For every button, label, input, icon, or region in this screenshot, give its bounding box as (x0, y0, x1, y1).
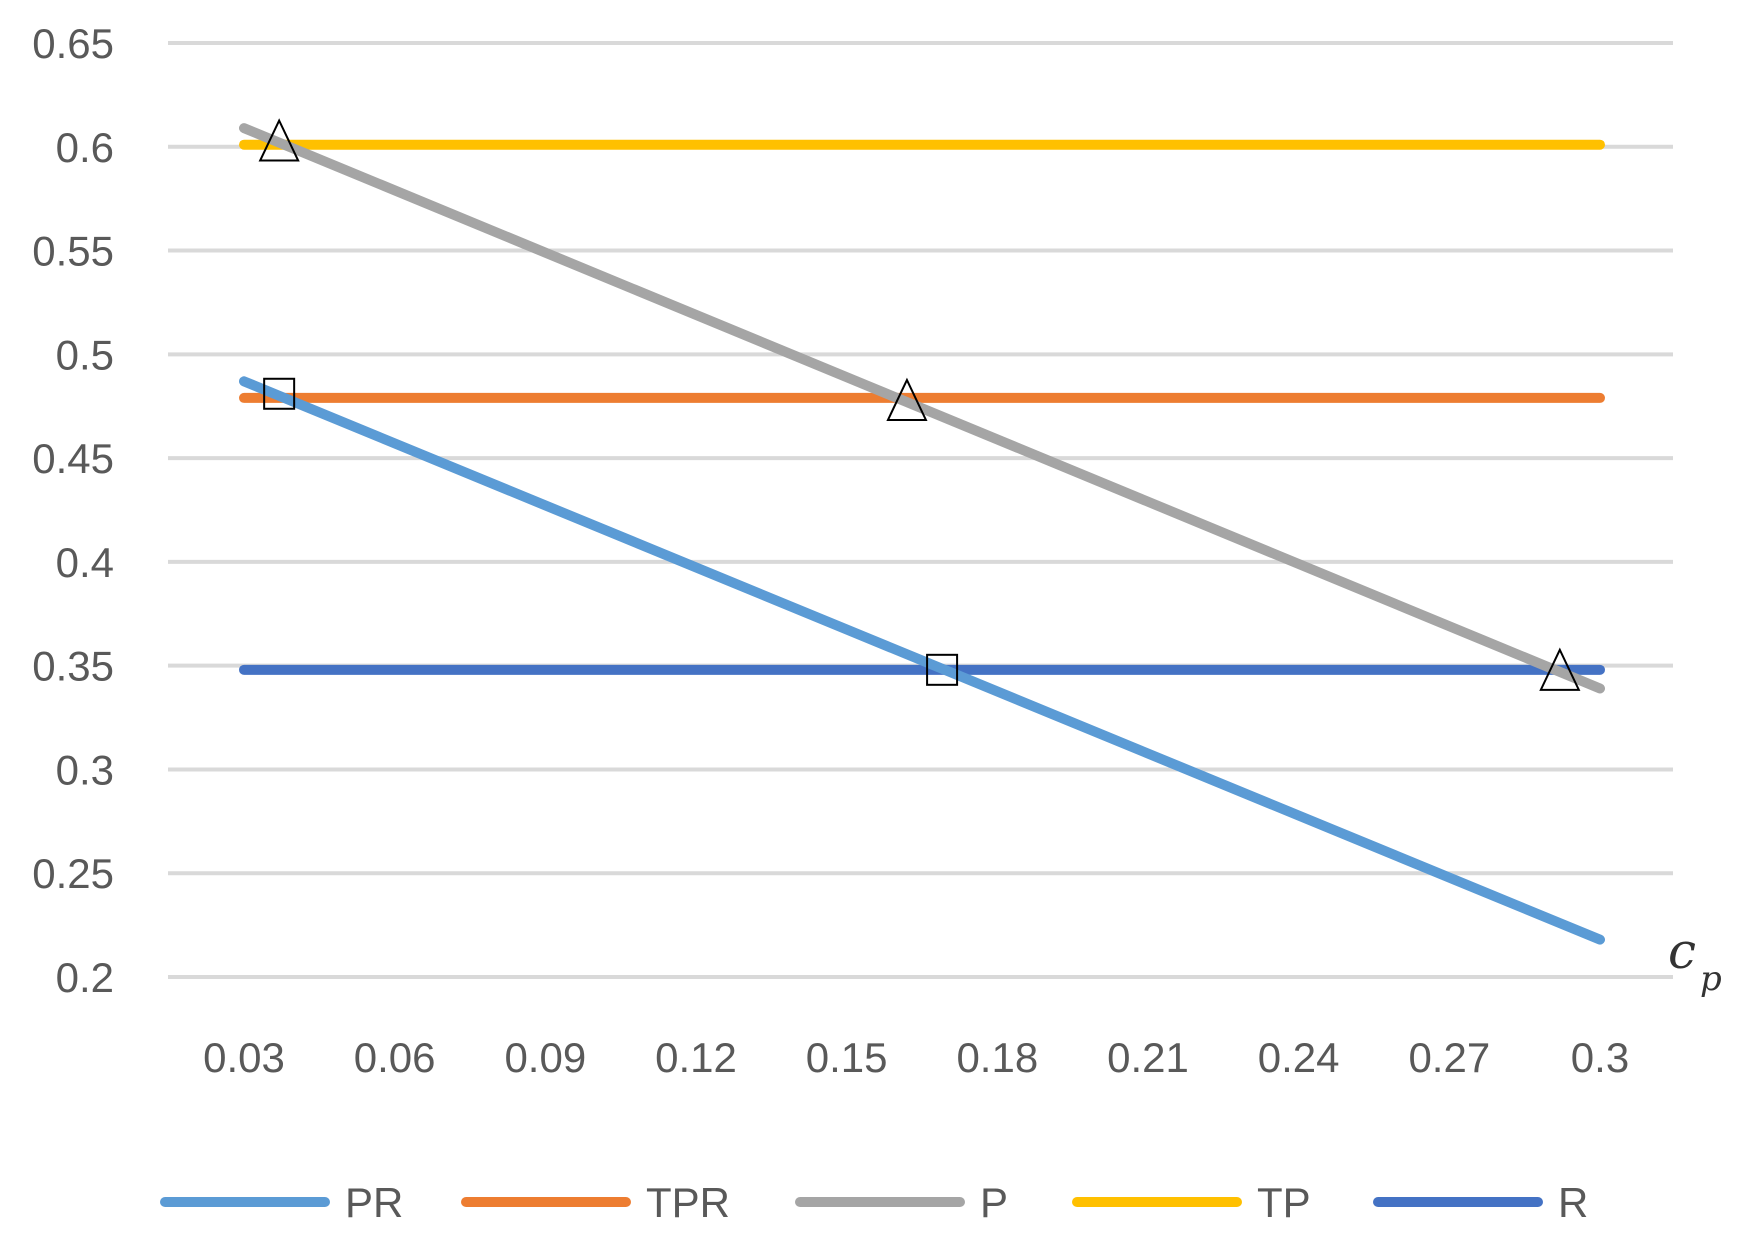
legend-label: TP (1257, 1179, 1311, 1226)
x-axis-symbol: c (1668, 922, 1696, 980)
y-tick-label: 0.35 (32, 643, 114, 690)
gridlines (168, 41, 1673, 979)
x-tick-label: 0.24 (1258, 1034, 1340, 1081)
y-tick-label: 0.45 (32, 435, 114, 482)
x-tick-label: 0.06 (354, 1034, 436, 1081)
y-tick-label: 0.6 (56, 124, 114, 171)
x-tick-label: 0.18 (956, 1034, 1038, 1081)
x-tick-label: 0.21 (1107, 1034, 1189, 1081)
square-marker (263, 377, 296, 410)
x-axis-label: c p (1668, 922, 1722, 999)
triangle-marker (886, 377, 928, 421)
x-axis-symbol-subscript: p (1700, 959, 1722, 999)
y-tick-label: 0.2 (56, 954, 114, 1001)
legend-label: P (980, 1179, 1008, 1226)
y-tick-label: 0.25 (32, 850, 114, 897)
point-markers (258, 118, 1581, 691)
series-line-p (239, 123, 1605, 694)
series-lines (239, 123, 1605, 945)
x-axis-tick-labels: 0.03 0.06 0.09 0.12 0.15 0.18 0.21 0.24 0.27 0.3 (203, 1034, 1629, 1081)
legend-item-r: R (1373, 1179, 1588, 1226)
y-tick-label: 0.5 (56, 331, 114, 378)
x-tick-label: 0.15 (806, 1034, 888, 1081)
legend-item-pr: PR (160, 1179, 403, 1226)
legend-item-p: P (795, 1179, 1008, 1226)
triangle-marker (1539, 647, 1581, 691)
y-tick-label: 0.4 (56, 539, 114, 586)
legend-item-tp: TP (1072, 1179, 1311, 1226)
square-marker (926, 653, 959, 686)
series-line-pr (239, 376, 1605, 945)
x-tick-label: 0.3 (1571, 1034, 1629, 1081)
y-axis-tick-labels: 0.65 0.6 0.55 0.5 0.45 0.4 0.35 0.3 0.25 0.2 (32, 20, 114, 1001)
x-tick-label: 0.27 (1408, 1034, 1490, 1081)
y-tick-label: 0.65 (32, 20, 114, 67)
legend-label: R (1558, 1179, 1588, 1226)
legend-item-tpr: TPR (461, 1179, 730, 1226)
legend: PR TPR P TP R (160, 1179, 1588, 1226)
y-tick-label: 0.55 (32, 228, 114, 275)
triangle-marker (258, 118, 300, 162)
x-tick-label: 0.03 (203, 1034, 285, 1081)
y-tick-label: 0.3 (56, 746, 114, 793)
legend-label: TPR (646, 1179, 730, 1226)
x-tick-label: 0.09 (504, 1034, 586, 1081)
x-tick-label: 0.12 (655, 1034, 737, 1081)
legend-label: PR (345, 1179, 403, 1226)
